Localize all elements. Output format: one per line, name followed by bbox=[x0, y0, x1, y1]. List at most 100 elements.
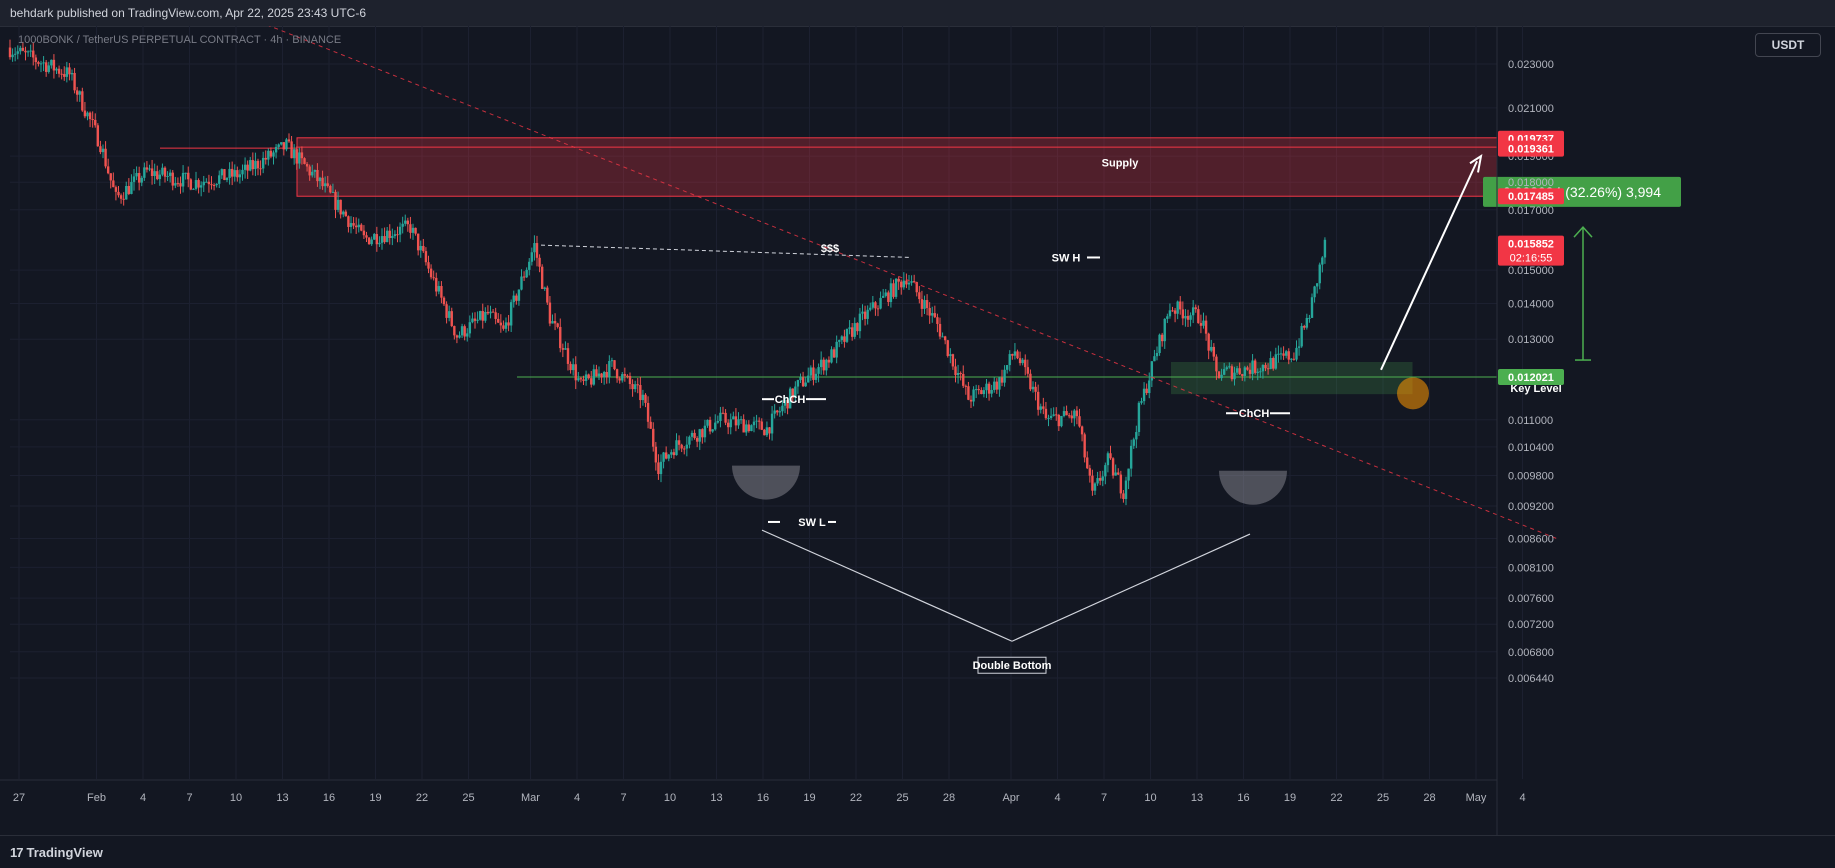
candle-body bbox=[610, 360, 614, 362]
y-tick-label: 0.023000 bbox=[1508, 59, 1554, 71]
candle-body bbox=[835, 341, 838, 358]
footer-bar: 17 TradingView bbox=[0, 835, 1835, 868]
candle-body bbox=[974, 389, 978, 391]
candle-body bbox=[1042, 406, 1045, 409]
candle-body bbox=[856, 323, 859, 332]
candle-body bbox=[352, 223, 355, 226]
double-bottom-line-left bbox=[761, 529, 1013, 642]
candle-body bbox=[1153, 356, 1156, 362]
candle-body bbox=[1109, 453, 1112, 459]
candle-body bbox=[734, 416, 738, 426]
candle-body bbox=[179, 183, 182, 187]
candle-body bbox=[621, 374, 624, 381]
candle-body bbox=[1197, 309, 1200, 324]
y-tick-label: 0.013000 bbox=[1508, 334, 1554, 346]
candle-body bbox=[750, 425, 753, 432]
candle-body bbox=[52, 59, 56, 71]
currency-button[interactable]: USDT bbox=[1755, 33, 1821, 57]
candle-body bbox=[11, 54, 14, 58]
candle-body bbox=[995, 381, 999, 390]
candle-body bbox=[838, 340, 841, 342]
candle-body bbox=[1098, 478, 1102, 481]
x-tick-label: 7 bbox=[186, 792, 192, 804]
candle-body bbox=[440, 286, 443, 298]
candle-body bbox=[1163, 318, 1166, 342]
candle-body bbox=[435, 277, 438, 292]
candle-body bbox=[57, 68, 61, 74]
retest-highlight bbox=[1397, 377, 1429, 410]
candle-body bbox=[375, 234, 379, 245]
candle-body bbox=[367, 237, 371, 245]
candle-body bbox=[347, 216, 350, 227]
candle-body bbox=[884, 292, 887, 296]
candle-body bbox=[902, 280, 906, 288]
symbol-title: 1000BONK / TetherUS PERPETUAL CONTRACT ·… bbox=[18, 34, 342, 46]
candle-body bbox=[783, 399, 787, 406]
candle-body bbox=[388, 230, 391, 238]
candle-body bbox=[757, 420, 761, 422]
candle-body bbox=[432, 277, 435, 279]
candle-body bbox=[714, 422, 717, 430]
candle-body bbox=[1114, 472, 1117, 476]
candle-body bbox=[396, 234, 399, 236]
candle-body bbox=[796, 380, 800, 387]
key-level-zone bbox=[1171, 361, 1413, 395]
candle-body bbox=[1111, 458, 1115, 476]
price-chart[interactable]: Supply Key Level $$$ SW H ChCH ChCH SW L Doubl… bbox=[0, 26, 1835, 835]
candle-body bbox=[559, 326, 562, 349]
y-tick-label: 0.010400 bbox=[1508, 442, 1554, 454]
candle-body bbox=[447, 311, 451, 318]
x-tick-label: 13 bbox=[710, 792, 722, 804]
candle-body bbox=[1168, 310, 1172, 317]
candle-body bbox=[814, 373, 818, 380]
candle-body bbox=[287, 139, 291, 142]
y-tick-label: 0.008600 bbox=[1508, 533, 1554, 545]
candle-body bbox=[636, 384, 639, 386]
candle-body bbox=[706, 419, 709, 426]
choch-2-label: ChCH bbox=[1239, 408, 1270, 420]
candle-body bbox=[478, 311, 482, 320]
y-tick-label: 0.011000 bbox=[1508, 415, 1553, 427]
candle-body bbox=[236, 170, 239, 178]
candle-body bbox=[1266, 368, 1270, 370]
candle-body bbox=[1160, 334, 1164, 342]
candle-body bbox=[1253, 360, 1257, 373]
candle-body bbox=[298, 152, 301, 164]
candle-body bbox=[194, 180, 198, 189]
candle-body bbox=[1080, 426, 1084, 435]
x-tick-label: 19 bbox=[803, 792, 815, 804]
candle-body bbox=[897, 278, 900, 282]
candle-body bbox=[385, 230, 389, 243]
key-level-label: Key Level bbox=[1510, 383, 1561, 395]
candle-body bbox=[65, 67, 69, 77]
candle-body bbox=[739, 419, 743, 421]
x-tick-label: Mar bbox=[521, 792, 540, 804]
candle-body bbox=[83, 110, 87, 117]
candle-body bbox=[163, 167, 167, 177]
candle-body bbox=[212, 185, 216, 187]
candle-body bbox=[96, 125, 100, 147]
candle-body bbox=[300, 152, 304, 159]
x-tick-label: 22 bbox=[1330, 792, 1342, 804]
tradingview-logo[interactable]: 17 TradingView bbox=[10, 845, 103, 860]
candle-body bbox=[19, 47, 22, 52]
candle-body bbox=[32, 50, 35, 58]
candle-body bbox=[915, 282, 918, 293]
candle-body bbox=[1083, 434, 1086, 458]
candle-body bbox=[556, 323, 559, 327]
y-tick-label: 0.009200 bbox=[1508, 501, 1554, 513]
candle-body bbox=[667, 454, 670, 459]
candle-body bbox=[109, 173, 112, 181]
candle-body bbox=[742, 419, 745, 433]
candle-body bbox=[1088, 468, 1092, 476]
candle-body bbox=[825, 359, 828, 371]
projection-arrow-head bbox=[1469, 154, 1483, 173]
candle-body bbox=[1179, 301, 1182, 310]
candle-body bbox=[602, 371, 606, 378]
candle-body bbox=[1078, 416, 1081, 427]
candle-body bbox=[1282, 353, 1285, 356]
candle-body bbox=[522, 276, 526, 278]
candle-body bbox=[670, 452, 673, 455]
candle-body bbox=[799, 377, 802, 381]
candle-body bbox=[486, 311, 490, 314]
